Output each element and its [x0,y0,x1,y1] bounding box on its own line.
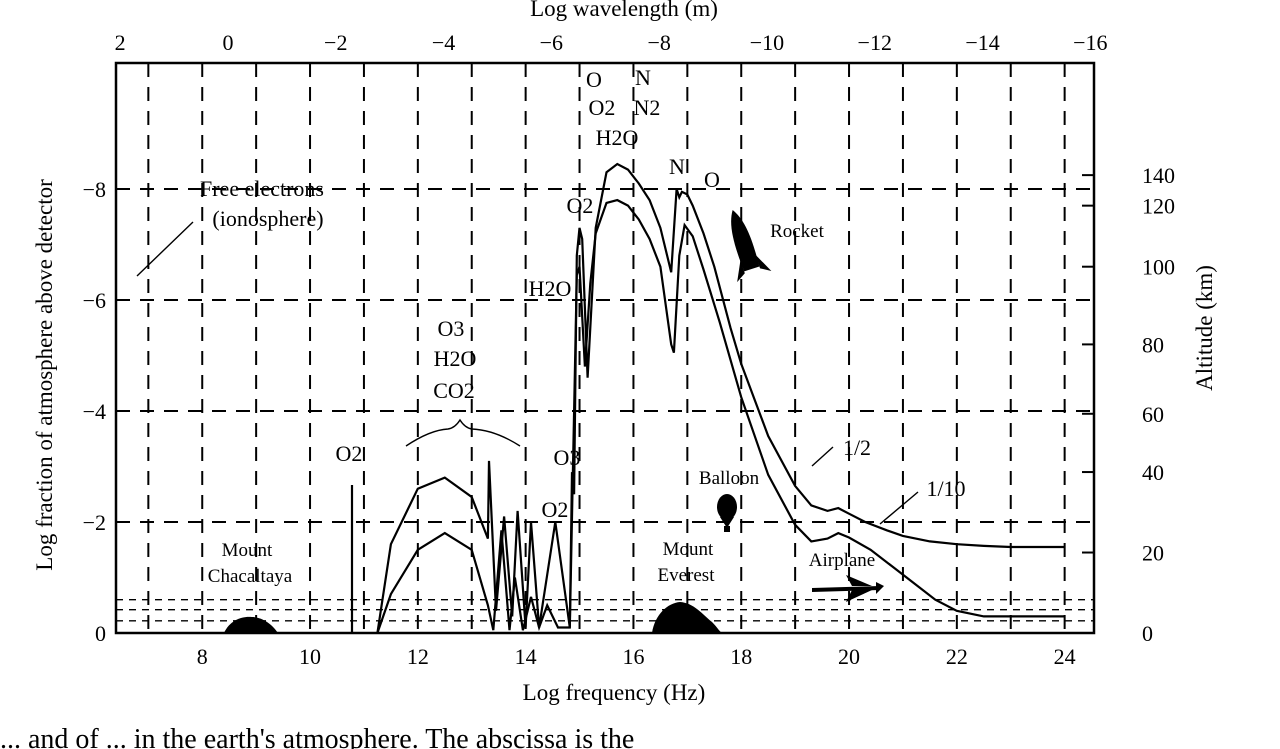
balloon-label: Balloon [699,468,760,489]
x-tick-label: 16 [622,644,644,669]
y-tick-label: −2 [83,510,106,535]
right-tick-label: 120 [1142,194,1175,219]
top-tick-label: −4 [432,30,455,55]
n-peak-label: N [669,154,685,179]
y-tick-label: 0 [95,621,106,646]
top-tick-label: −16 [1073,30,1107,55]
x-tick-label: 8 [197,644,208,669]
top-tick-labels: 2 0 −2 −4 −6 −8 −10 −12 −14 −16 [115,30,1108,55]
free-electrons-label: Free electrons [200,176,324,201]
chacaltaya-mountain-shape [224,616,278,633]
h2o-mid-label: H2O [529,276,572,301]
altitude-dashes [116,599,1094,622]
grid-lines [116,63,1094,633]
top-axis-title: Log wavelength (m) [530,0,718,21]
rocket-label: Rocket [770,221,825,242]
rocket-icon [731,209,772,283]
tenth-label-leader [879,491,919,525]
y-tick-labels: 0 −2 −4 −6 −8 [83,177,106,646]
airplane-label: Airplane [809,550,875,571]
x-tick-label: 10 [299,644,321,669]
right-tick-labels: 0 20 40 60 80 100 120 140 [1082,163,1175,646]
series-tenth-label: 1/10 [926,476,965,501]
series-line-tenth [376,198,1065,634]
mount-everest-label-2: Everest [658,565,716,586]
ionosphere-leader [136,221,194,277]
x-tick-label: 20 [838,644,860,669]
right-tick-label: 40 [1142,460,1164,485]
h2o-label: H2O [434,346,477,371]
x-axis-title: Log frequency (Hz) [523,680,706,705]
x-tick-label: 24 [1054,644,1076,669]
right-tick-label: 80 [1142,332,1164,357]
top-tick-label: −8 [647,30,670,55]
y-tick-label: −8 [83,177,106,202]
top-tick-label: 0 [222,30,233,55]
top-tick-label: −10 [750,30,784,55]
y-tick-label: −4 [83,399,106,424]
y-tick-label: −6 [83,288,106,313]
balloon-icon [717,494,737,532]
atmospheric-transmission-chart: Log frequency (Hz) Log wavelength (m) Lo… [32,0,1217,705]
x-tick-label: 22 [946,644,968,669]
o-label: O [586,67,602,92]
top-tick-label: −14 [965,30,999,55]
o2-mid-label: O2 [542,497,569,522]
right-tick-label: 20 [1142,541,1164,566]
ionosphere-label: (ionosphere) [212,206,323,231]
o-peak-label: O [704,167,720,192]
right-tick-label: 140 [1142,163,1175,188]
right-tick-label: 60 [1142,402,1164,427]
figure-caption: ... and of ... in the earth's atmosphere… [0,724,635,749]
top-tick-label: −2 [324,30,347,55]
top-tick-label: −6 [540,30,563,55]
half-label-leader [811,446,834,467]
x-tick-label: 14 [515,644,537,669]
x-tick-label: 12 [407,644,429,669]
top-tick-label: 2 [115,30,126,55]
top-tick-label: −12 [858,30,892,55]
h2o-top-label: H2O [596,125,639,150]
x-tick-labels: 8 10 12 14 16 18 20 22 24 [197,644,1076,669]
o2-left-label: O2 [336,441,363,466]
everest-mountain-shape [652,602,722,633]
series-lines [376,162,1065,634]
right-tick-label: 0 [1142,621,1153,646]
o3-mid-label: O3 [554,445,581,470]
o3-label: O3 [438,316,465,341]
plot-frame [114,61,1096,635]
y-axis-title: Log fraction of atmosphere above detecto… [32,179,57,571]
right-tick-label: 100 [1142,255,1175,280]
airplane-icon [812,575,884,602]
co2-label: CO2 [433,378,475,403]
n2-label: N2 [634,95,661,120]
mount-chacaltaya-label-2: Chacaltaya [208,566,293,587]
x-tick-label: 18 [730,644,752,669]
n-label: N [635,65,651,90]
series-line-half [376,162,1065,634]
o3-h2o-co2-brace [405,418,521,447]
mount-chacaltaya-label-1: Mount [222,540,273,561]
o2-high-label: O2 [567,193,594,218]
right-axis-title: Altitude (km) [1192,265,1217,391]
mount-everest-label-1: Mount [663,539,714,560]
series-half-label: 1/2 [843,435,871,460]
o2-top-label: O2 [589,95,616,120]
